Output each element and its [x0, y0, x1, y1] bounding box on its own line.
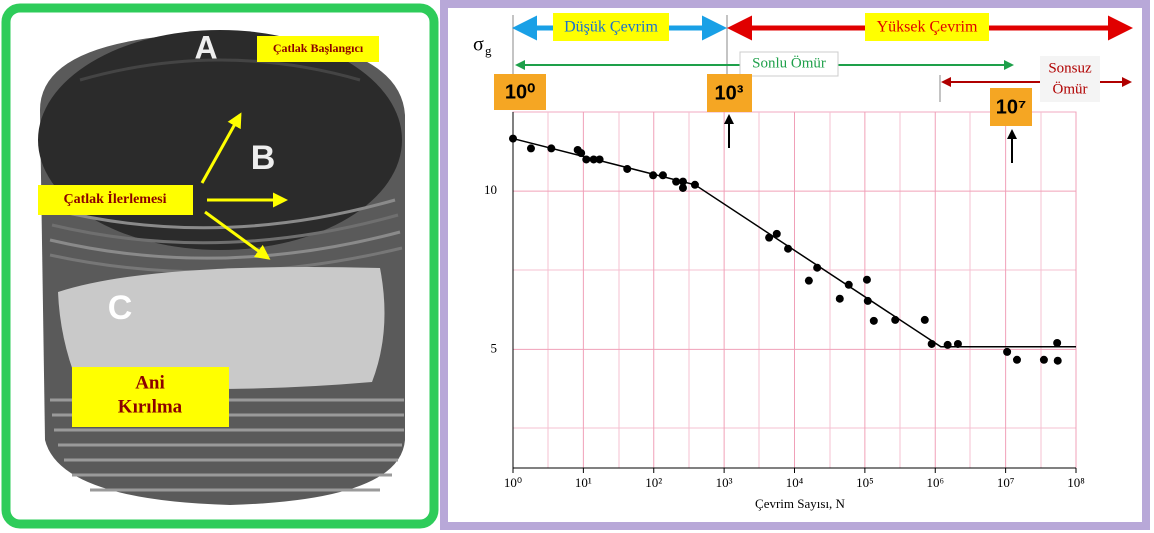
data-point [953, 339, 962, 348]
fracture-zone [58, 267, 385, 390]
data-point [804, 276, 813, 285]
x-tick-label: 10⁶ [926, 475, 944, 490]
label-box [38, 185, 193, 215]
high-cycle-label: Yüksek Çevrim [877, 19, 978, 36]
data-point [863, 296, 872, 305]
data-point [813, 263, 822, 272]
x-tick-label: 10² [645, 475, 662, 490]
label-box [72, 367, 229, 427]
data-point [1039, 355, 1048, 364]
data-point [920, 315, 929, 324]
marker-label: 10⁰ [505, 81, 535, 103]
label-a: A [194, 29, 217, 65]
infinite-life-label: Ömür [1053, 80, 1088, 97]
marker-box [494, 74, 546, 110]
label-box [1040, 56, 1100, 102]
marker-box [707, 74, 752, 112]
data-point [1012, 355, 1021, 364]
label-box [865, 13, 989, 41]
fit-line [512, 137, 1076, 348]
y-axis-label: σ [473, 34, 484, 56]
y-axis-label-sub: g [485, 43, 492, 58]
annotations: Düşük Çevrim Yüksek Çevrim Sonlu Ömür So… [494, 13, 1133, 163]
data-point [943, 340, 952, 349]
data-point [869, 316, 878, 325]
x-tick-label: 10¹ [575, 475, 592, 490]
x-tick-label: 10⁰ [504, 475, 522, 490]
label-box [257, 36, 379, 62]
data-point [526, 144, 535, 153]
x-tick-label: 10⁴ [786, 475, 804, 490]
data-point [772, 229, 781, 238]
x-axis-label: Çevrim Sayısı, N [755, 496, 846, 511]
data-point [1053, 339, 1062, 348]
finite-life-label: Sonlu Ömür [752, 54, 826, 71]
data-point [862, 275, 871, 284]
y-tick-label: 5 [491, 340, 498, 355]
arrows [200, 112, 288, 260]
label-c: C [108, 289, 133, 327]
data-point [678, 183, 687, 192]
x-tick-label: 10⁷ [997, 475, 1015, 490]
fracture-label: Ani [135, 372, 165, 393]
x-tick-label: 10³ [716, 475, 733, 490]
marker-label: 10⁷ [996, 96, 1027, 118]
data-point [1003, 347, 1012, 356]
crack-start-label: Çatlak Başlangıcı [273, 41, 364, 55]
x-tick-label: 10⁸ [1067, 475, 1085, 490]
chart: 10⁰ 10¹ 10² 10³ 10⁴ 10⁵ 10⁶ 10⁷ 10⁸ 5 10 [484, 112, 1085, 490]
crack-growth-label: Çatlak İlerlemesi [63, 190, 166, 207]
data-point [1053, 356, 1062, 365]
label-box [553, 13, 669, 41]
fracture-label: Kırılma [118, 396, 183, 417]
low-cycle-label: Düşük Çevrim [564, 19, 658, 36]
infinite-life-label: Sonsuz [1048, 60, 1092, 76]
y-tick-label: 10 [484, 182, 497, 197]
data-point [835, 294, 844, 303]
photo-panel: A B C Çatlak Başlangıcı Çatlak İlerlemes… [1, 3, 439, 529]
label-box [739, 51, 839, 77]
x-tick-label: 10⁵ [856, 475, 874, 490]
label-b: B [251, 139, 276, 177]
marker-label: 10³ [715, 82, 744, 104]
marker-box [990, 88, 1032, 126]
